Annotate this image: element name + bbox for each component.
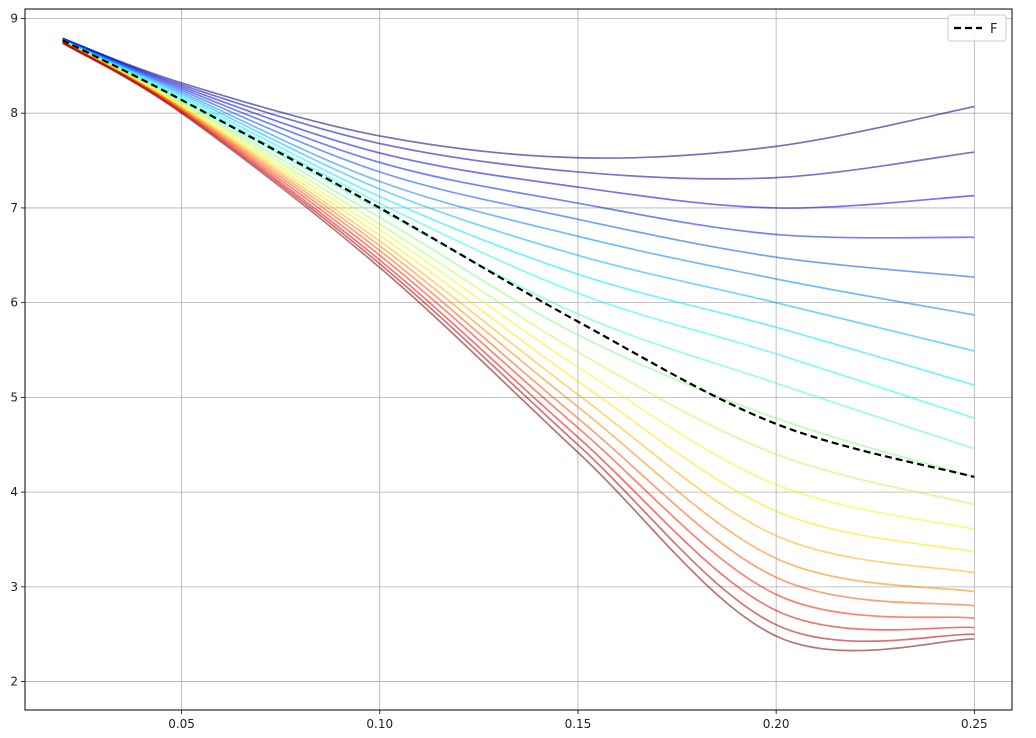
series-line-11: [62, 40, 975, 506]
series-line-0: [62, 37, 975, 159]
series-line-3: [62, 38, 975, 239]
y-tick-label-0: 2: [10, 675, 18, 689]
y-tick-label-6: 8: [10, 106, 18, 120]
series-line-7: [62, 39, 975, 386]
x-tick-label-3: 0.20: [763, 717, 790, 731]
legend-label-F: F: [990, 22, 997, 37]
series-line-10: [62, 40, 975, 478]
series-line-2: [62, 37, 975, 209]
reference-series-group: [62, 39, 975, 479]
series-line-8: [62, 39, 975, 420]
series-line-1: [62, 37, 975, 180]
x-tick-label-0: 0.05: [168, 717, 195, 731]
y-tick-label-7: 9: [10, 11, 18, 25]
y-tick-label-2: 4: [10, 485, 18, 499]
series-line-20: [62, 42, 975, 652]
x-tick-label-4: 0.25: [961, 717, 988, 731]
x-tick-label-1: 0.10: [366, 717, 393, 731]
series-group: [62, 37, 975, 652]
legend: F: [947, 14, 1007, 42]
series-line-4: [62, 38, 975, 278]
reference-series-line: [62, 39, 975, 479]
plot-frame: [24, 8, 1013, 711]
series-line-5: [62, 38, 975, 316]
series-line-6: [62, 39, 975, 352]
y-axis: 2 3 4 5 6 7 8 9: [10, 11, 25, 689]
x-tick-label-2: 0.15: [565, 717, 592, 731]
y-tick-label-5: 7: [10, 201, 18, 215]
x-axis: 0.05 0.10 0.15 0.20 0.25: [168, 710, 988, 731]
y-tick-label-1: 3: [10, 580, 18, 594]
y-tick-label-3: 5: [10, 390, 18, 404]
y-tick-label-4: 6: [10, 296, 18, 310]
